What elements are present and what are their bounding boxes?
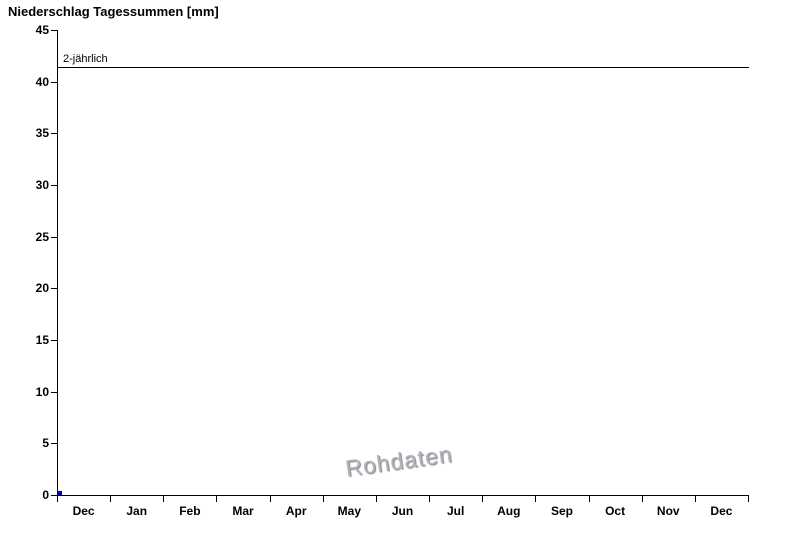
y-axis-tick xyxy=(51,288,57,290)
y-tick-label: 40 xyxy=(35,74,49,89)
watermark-text: Rohdaten xyxy=(343,440,454,482)
x-tick-label-may: May xyxy=(337,504,362,518)
y-tick-label: 15 xyxy=(35,333,49,347)
y-axis-tick xyxy=(51,185,57,186)
x-axis-tick xyxy=(269,496,271,502)
y-tick-label: 5 xyxy=(42,436,49,451)
x-axis-line xyxy=(57,495,749,496)
x-tick-label-oct: Oct xyxy=(605,504,626,518)
y-tick-label: 45 xyxy=(35,23,49,37)
x-tick-label-mar: Mar xyxy=(232,504,254,518)
reference-line-label: 2-jährlich xyxy=(63,53,108,66)
y-axis-tick xyxy=(51,30,57,31)
y-axis-tick xyxy=(51,443,57,445)
x-axis-tick xyxy=(641,496,643,502)
y-tick-label: 35 xyxy=(35,126,49,141)
y-axis-tick xyxy=(51,236,57,238)
x-tick-label-dec: Dec xyxy=(72,504,95,518)
x-axis-tick xyxy=(110,496,112,502)
y-tick-label: 10 xyxy=(35,384,49,399)
plot-area: 2-jährlich Rohdaten 0 5 10 15 20 25 30 35 40 45 De… xyxy=(36,23,749,518)
x-tick-label-apr: Apr xyxy=(285,504,307,518)
data-point-mark xyxy=(58,490,62,495)
x-tick-label-aug: Aug xyxy=(497,504,521,518)
x-axis-tick xyxy=(535,496,537,502)
y-tick-label: 0 xyxy=(42,488,49,502)
x-axis-tick xyxy=(375,496,377,502)
x-axis-tick xyxy=(588,496,590,502)
y-axis-tick xyxy=(51,340,57,341)
x-axis-tick xyxy=(748,496,749,502)
x-axis-tick xyxy=(322,496,324,502)
y-axis-tick xyxy=(51,133,57,135)
x-axis-tick xyxy=(482,496,484,502)
x-tick-label-feb: Feb xyxy=(179,504,201,518)
chart-title: Niederschlag Tagessummen [mm] xyxy=(8,4,219,19)
x-tick-label-jul: Jul xyxy=(446,504,465,518)
y-tick-label: 25 xyxy=(35,229,49,244)
x-tick-label-sep: Sep xyxy=(550,504,573,518)
x-axis-tick xyxy=(694,496,696,502)
x-axis-tick xyxy=(429,496,431,502)
y-axis-tick xyxy=(51,81,57,83)
y-axis-line xyxy=(57,30,58,496)
x-tick-label-dec: Dec xyxy=(710,504,733,518)
x-axis-tick xyxy=(163,496,165,502)
x-tick-label-jan: Jan xyxy=(126,504,148,518)
x-tick-label-nov: Nov xyxy=(656,504,680,518)
x-tick-label-jun: Jun xyxy=(391,504,414,518)
y-tick-label: 30 xyxy=(35,178,49,192)
y-axis-tick xyxy=(51,495,57,496)
reference-line-2-yearly xyxy=(57,67,749,69)
x-axis-tick xyxy=(216,496,218,502)
y-tick-label: 20 xyxy=(35,281,49,296)
x-axis-tick xyxy=(57,496,58,502)
y-axis-tick xyxy=(51,391,57,393)
